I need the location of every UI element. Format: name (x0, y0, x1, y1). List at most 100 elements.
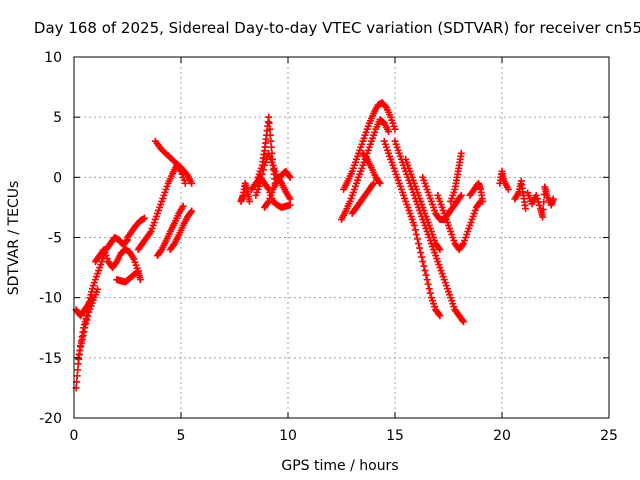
data-point (82, 320, 90, 328)
series-track-aa (496, 167, 512, 193)
data-point (265, 113, 273, 121)
data-point (77, 343, 85, 351)
data-point (181, 179, 189, 187)
x-axis-label: GPS time / hours (281, 458, 398, 474)
y-axis-label: SDTVAR / TECUs (6, 181, 22, 296)
series-track-c (74, 285, 102, 362)
series-track-y (447, 149, 465, 205)
series-track-ab (511, 177, 530, 213)
series-track-f (124, 214, 149, 241)
data-point (418, 253, 426, 261)
data-point (419, 258, 427, 266)
data-point (81, 324, 89, 332)
data-point (391, 125, 399, 133)
axis-ticks: 0 5 10 15 20 25 -20 -15 -10 -5 0 5 10 (39, 50, 618, 444)
series-track-h (151, 137, 196, 187)
series-track-z (466, 179, 487, 205)
data-point (84, 312, 92, 320)
data-point (458, 316, 466, 324)
data-point (259, 166, 267, 174)
data-point (78, 335, 86, 343)
series-track-t (380, 137, 444, 320)
data-point (381, 102, 389, 110)
data-point (362, 154, 370, 162)
data-point (549, 195, 557, 203)
data-point (369, 181, 377, 189)
series-track-o (260, 167, 294, 211)
grid-lines (74, 57, 609, 418)
data-point (436, 246, 444, 254)
y-tick-label: -5 (48, 231, 62, 247)
data-point (416, 244, 424, 252)
data-point (146, 229, 154, 237)
data-point (375, 178, 383, 186)
data-point (522, 205, 530, 213)
data-point (456, 193, 464, 201)
data-point (532, 191, 540, 199)
data-point (245, 197, 253, 205)
data-point (188, 179, 196, 187)
series-track-m (254, 113, 279, 187)
data-point (187, 209, 195, 217)
data-point (76, 347, 84, 355)
data-point (459, 318, 467, 326)
y-tick-label: 5 (53, 110, 62, 126)
data-point (286, 201, 294, 209)
data-point (479, 197, 487, 205)
data-point (435, 244, 443, 252)
data-point (539, 206, 547, 214)
y-tick-label: -20 (39, 411, 62, 427)
data-point (267, 137, 275, 145)
data-point (188, 207, 196, 215)
series-track-i (153, 202, 187, 260)
series-track-j (166, 207, 196, 254)
data-point (267, 143, 275, 151)
data-point (435, 310, 443, 318)
data-point (540, 198, 548, 206)
data-point (136, 276, 144, 284)
data-point (436, 312, 444, 320)
data-point (112, 259, 120, 267)
data-point (411, 226, 419, 234)
data-point (286, 173, 294, 181)
data-point (423, 276, 431, 284)
data-point (417, 249, 425, 257)
series-track-s (359, 149, 384, 187)
data-point (94, 285, 102, 293)
y-tick-label: -15 (39, 351, 62, 367)
data-point (265, 119, 273, 127)
x-tick-label: 15 (386, 428, 404, 444)
data-point (421, 267, 429, 275)
y-tick-label: 10 (44, 50, 62, 66)
data-point (266, 125, 274, 133)
data-point (285, 172, 293, 180)
data-point (533, 195, 541, 203)
data-point (504, 185, 512, 193)
data-point (415, 240, 423, 248)
data-point (413, 235, 421, 243)
data-point (264, 199, 272, 207)
data-point (75, 350, 83, 358)
data-point (141, 214, 149, 222)
data-point (412, 230, 420, 238)
data-point (286, 195, 294, 203)
data-point (424, 280, 432, 288)
series-track-v (402, 155, 444, 254)
x-tick-label: 20 (493, 428, 511, 444)
data-point (370, 179, 378, 187)
series-track-ac (524, 183, 557, 221)
data-point (385, 128, 393, 136)
data-point (420, 262, 428, 270)
data-point (410, 221, 418, 229)
x-tick-label: 0 (70, 428, 79, 444)
series-track-k (237, 179, 253, 205)
data-point (79, 332, 87, 340)
data-point (376, 179, 384, 187)
data-point (539, 213, 547, 221)
x-tick-label: 5 (177, 428, 186, 444)
x-tick-label: 25 (600, 428, 618, 444)
chart-title: Day 168 of 2025, Sidereal Day-to-day VTE… (34, 19, 640, 37)
data-point (535, 201, 543, 209)
data-point (258, 170, 266, 178)
